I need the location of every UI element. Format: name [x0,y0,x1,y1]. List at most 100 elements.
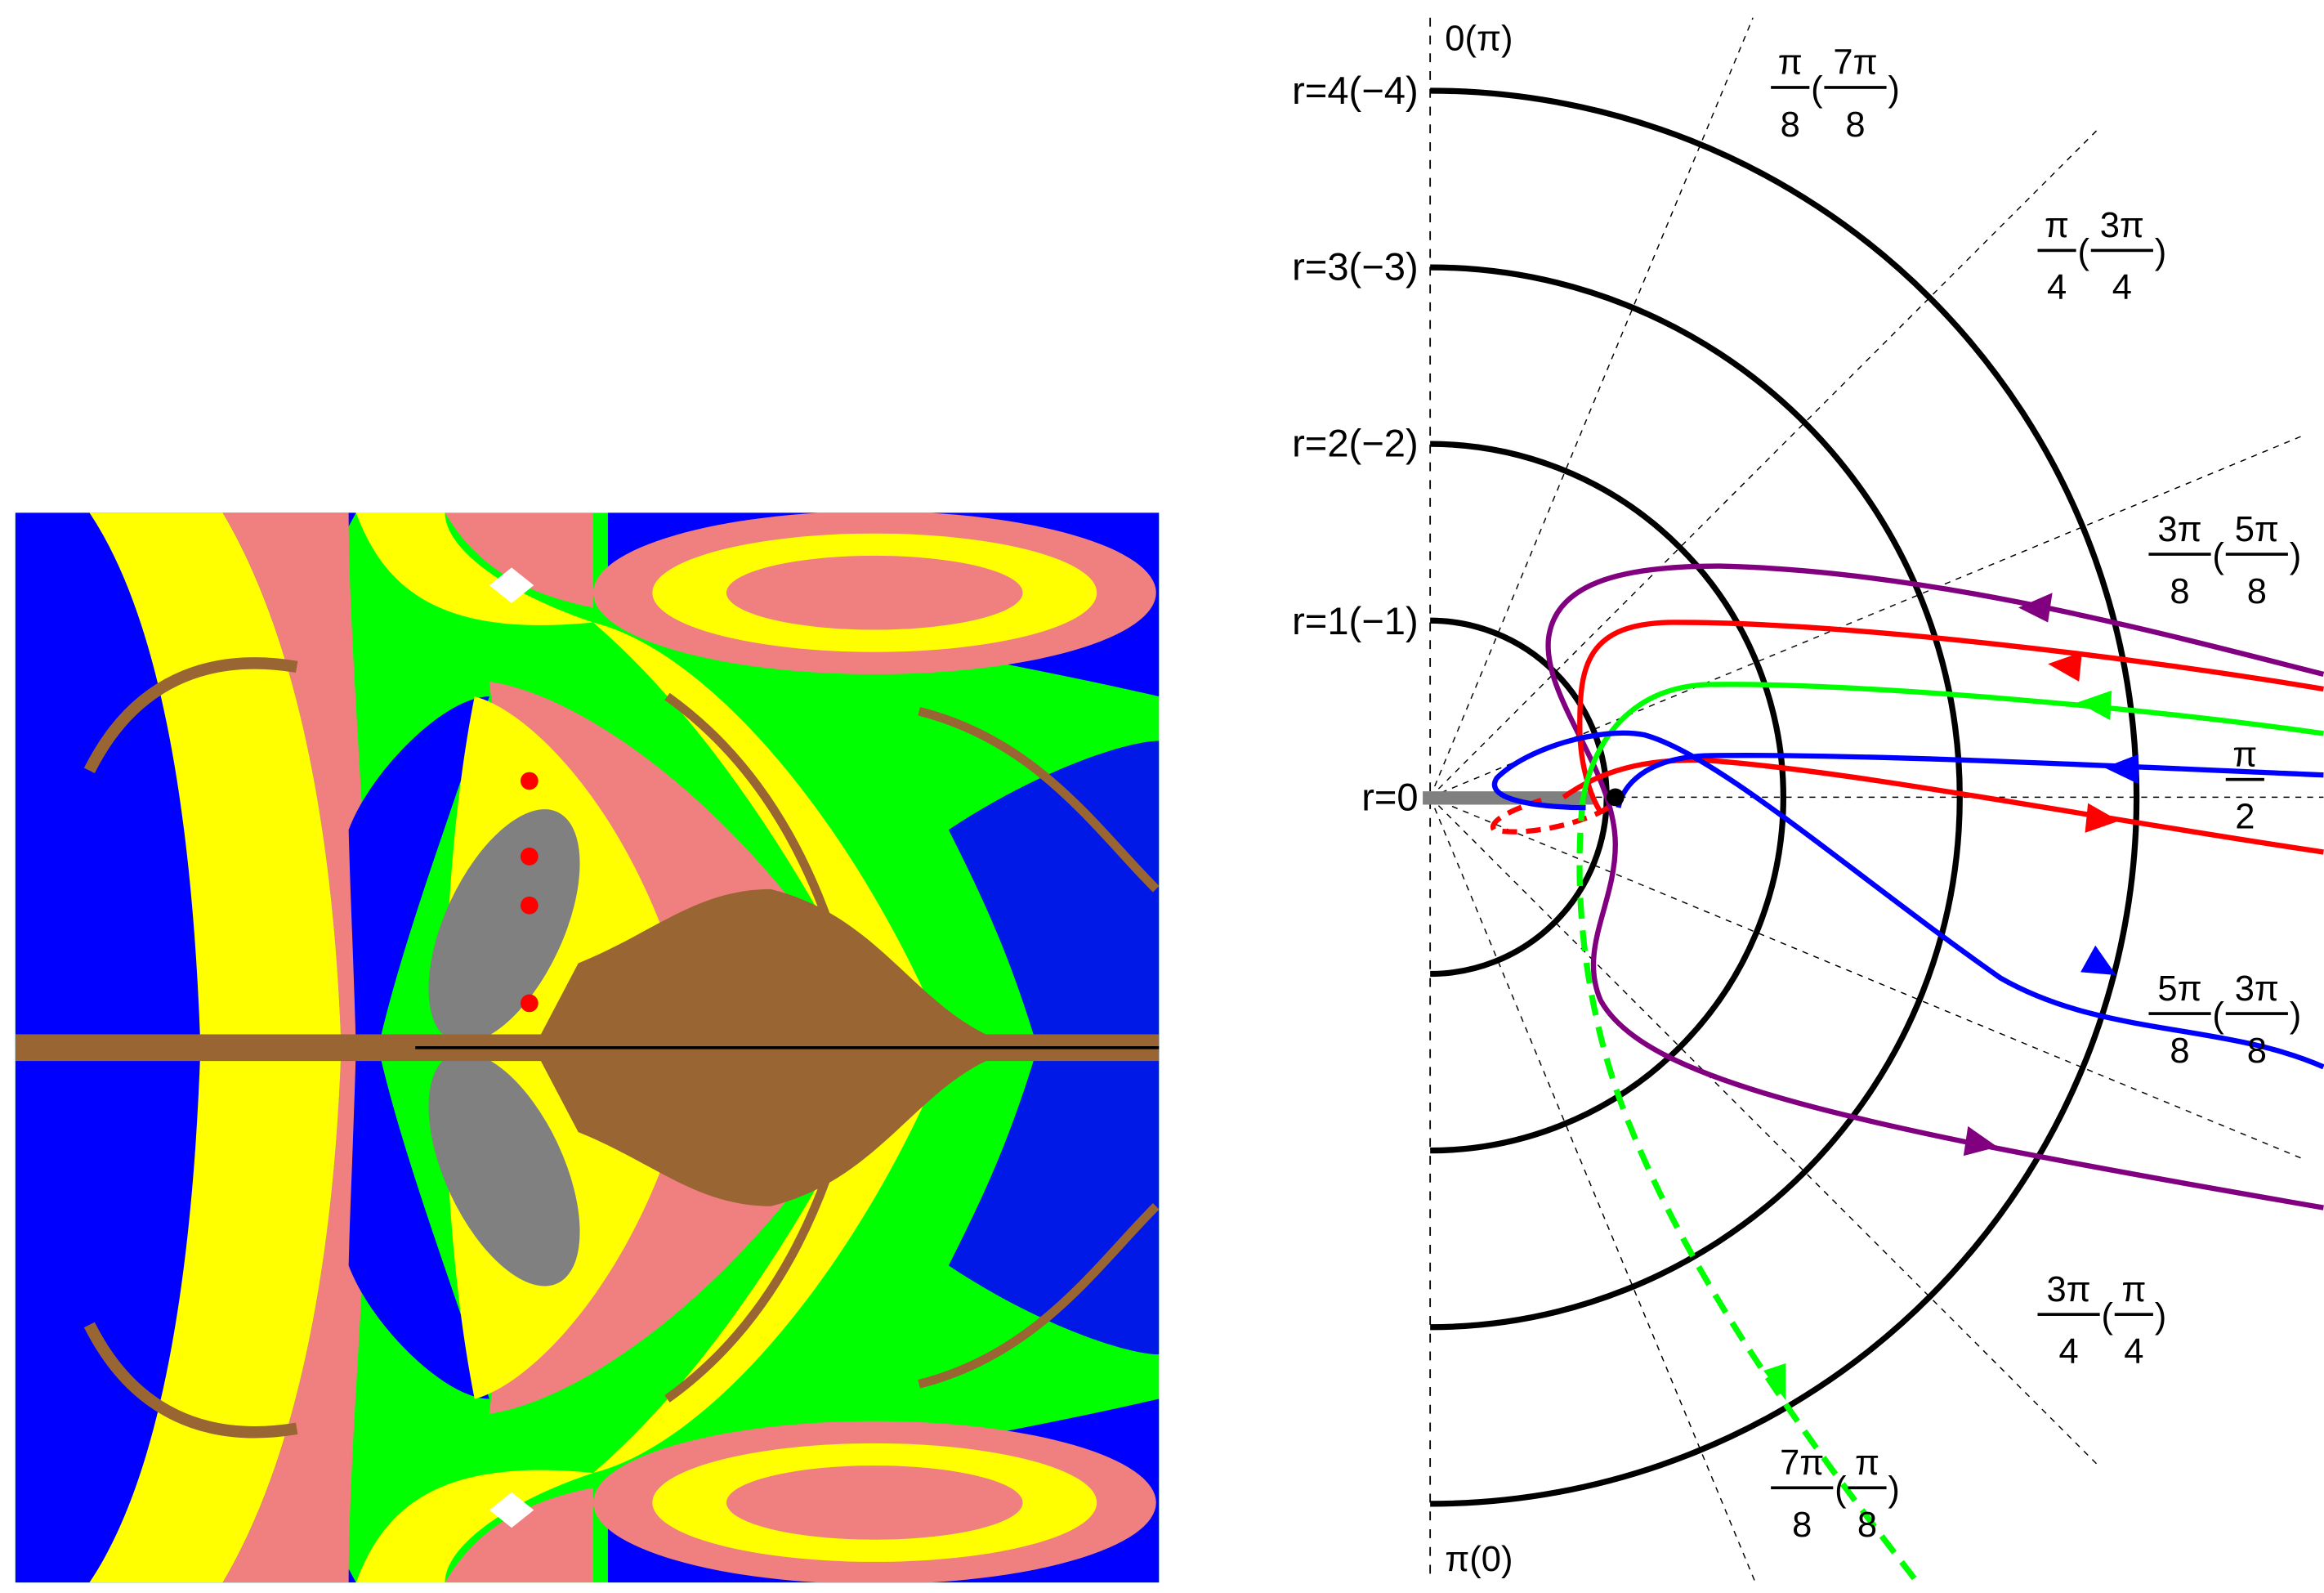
angle-label: 7π 8 (π 8) [1771,1443,1900,1545]
angle-label-part: 5π [2157,969,2201,1009]
angle-label-part: 5π [2235,510,2279,549]
angle-label-part: 8 [1792,1506,1812,1545]
angle-label-part: 8 [2170,1031,2189,1071]
purple-trajectory [1545,563,2324,1210]
fraction-bar [1848,1486,1887,1490]
angle-label-part: ) [2155,1296,2167,1336]
fraction-bar [2037,248,2076,253]
angle-label: 5π 8 (3π 8) [2148,969,2301,1071]
fraction-bar [2225,1012,2288,1015]
bottom-angle-label: π(0) [1445,1540,1513,1579]
blue-trajectory-upper [1616,753,2324,808]
fraction-bar [2037,1313,2100,1316]
angle-label: π 4 (3π 4) [2037,206,2166,307]
radius-ring [1430,441,1786,1154]
red-markers [520,772,539,1013]
polar-diagram: r=0 r=1(−1) r=2(−2) r=3(−3) r=4(−4) 0(π)… [1292,17,2324,1585]
angle-label-part: 3π [2100,206,2144,245]
angle-label: 3π 8 (5π 8) [2148,510,2301,611]
angle-label-part: ( [2212,536,2224,575]
fraction-bar [1771,1486,1834,1490]
radius-ring [1430,264,1964,1331]
angle-label-part: 3π [2235,969,2279,1009]
green-arrow-icon [1763,1363,1786,1401]
fraction-bar [2114,1313,2153,1316]
green-arrow-icon [2077,690,2112,721]
angle-label-part: 4 [2112,268,2132,307]
angle-spoke [1429,126,2102,798]
angle-label-part: π [2121,1270,2146,1309]
angle-label-part: ) [2290,536,2302,575]
red-arrow-icon [2085,803,2120,833]
radius-ring [1430,87,2140,1507]
marker-point [520,994,539,1013]
angle-labels: π8(7π8)π4(3π4)3π8(5π8)π25π8(3π8)3π4(π4)7… [1771,43,2301,1545]
angle-spoke [1429,797,1756,1583]
blue-arrow-icon [2104,754,2139,785]
blue-arrow-icon [2080,945,2116,975]
red-trajectory-lower [1562,757,2324,855]
angle-label-part: ( [1835,1470,1847,1510]
top-angle-label: 0(π) [1445,20,1513,59]
angle-spoke [1429,796,2102,1469]
angle-label-part: 3π [2046,1270,2090,1309]
radius-label: r=2(−2) [1292,421,1419,464]
angle-label-part: 8 [2170,572,2189,611]
angle-label-part: 8 [1857,1506,1877,1545]
fraction-bar [2225,777,2264,781]
purple-arrow-icon [2018,593,2053,623]
angle-spoke [1429,796,2307,1161]
angle-label-part: ) [1888,1470,1900,1510]
equilibrium-point [1606,788,1625,807]
angle-label-part: 3π [2157,510,2201,549]
trajectories [1490,563,2324,1585]
fraction-bar [1771,86,1810,89]
angle-label-part: ) [1888,69,1900,109]
blue-trajectory-loop [1491,730,2324,1070]
green-trajectory [1580,682,2324,801]
angle-label-part: 4 [2058,1332,2078,1372]
fraction-bar [2148,553,2211,556]
fraction-bar [1824,86,1887,89]
radius-label: r=4(−4) [1292,69,1419,112]
angle-label-part: ( [2101,1296,2113,1336]
angle-label-part: π [1855,1443,1879,1483]
fraction-bar [2225,553,2288,556]
angle-label-part: π [1778,43,1803,83]
angle-label-part: 4 [2047,268,2067,307]
basin-top-half [15,512,1160,1048]
angle-label-part: 7π [1833,43,1877,83]
basin-map [15,512,1160,1583]
fraction-bar [2090,248,2153,253]
green-dashed-trajectory [1576,799,1920,1585]
radius-label: r=0 [1361,776,1418,819]
fraction-bar [2148,1012,2211,1015]
angle-label-part: 2 [2235,797,2255,836]
angle-label-part: ) [2155,233,2167,272]
angle-label-part: 8 [2247,572,2267,611]
marker-point [520,848,539,866]
direction-arrows [1763,593,2139,1401]
red-arrow-icon [2048,651,2082,682]
angle-label: π 8 (7π 8) [1771,43,1900,145]
angle-label-part: 8 [1845,105,1865,145]
red-dashed-loop [1490,798,1610,835]
marker-point [520,896,539,915]
radius-label: r=3(−3) [1292,245,1419,289]
radius-labels: r=0 r=1(−1) r=2(−2) r=3(−3) r=4(−4) [1292,69,1419,819]
angle-label-part: π [2045,206,2069,245]
angle-spoke [1429,17,1754,798]
radius-label: r=1(−1) [1292,599,1419,642]
angle-label-part: 8 [1781,105,1800,145]
angle-label-part: 4 [2124,1332,2143,1372]
angle-label: 3π 4 (π 4) [2037,1270,2166,1372]
angle-label-part: 7π [1780,1443,1824,1483]
angle-label-part: ) [2290,996,2302,1035]
angle-label-part: ( [2077,233,2089,272]
angle-label-part: ( [2212,996,2224,1035]
purple-arrow-icon [1963,1125,1998,1157]
angle-label: π2 [2225,735,2264,836]
marker-point [520,772,539,790]
angle-label-part: 8 [2247,1031,2267,1071]
